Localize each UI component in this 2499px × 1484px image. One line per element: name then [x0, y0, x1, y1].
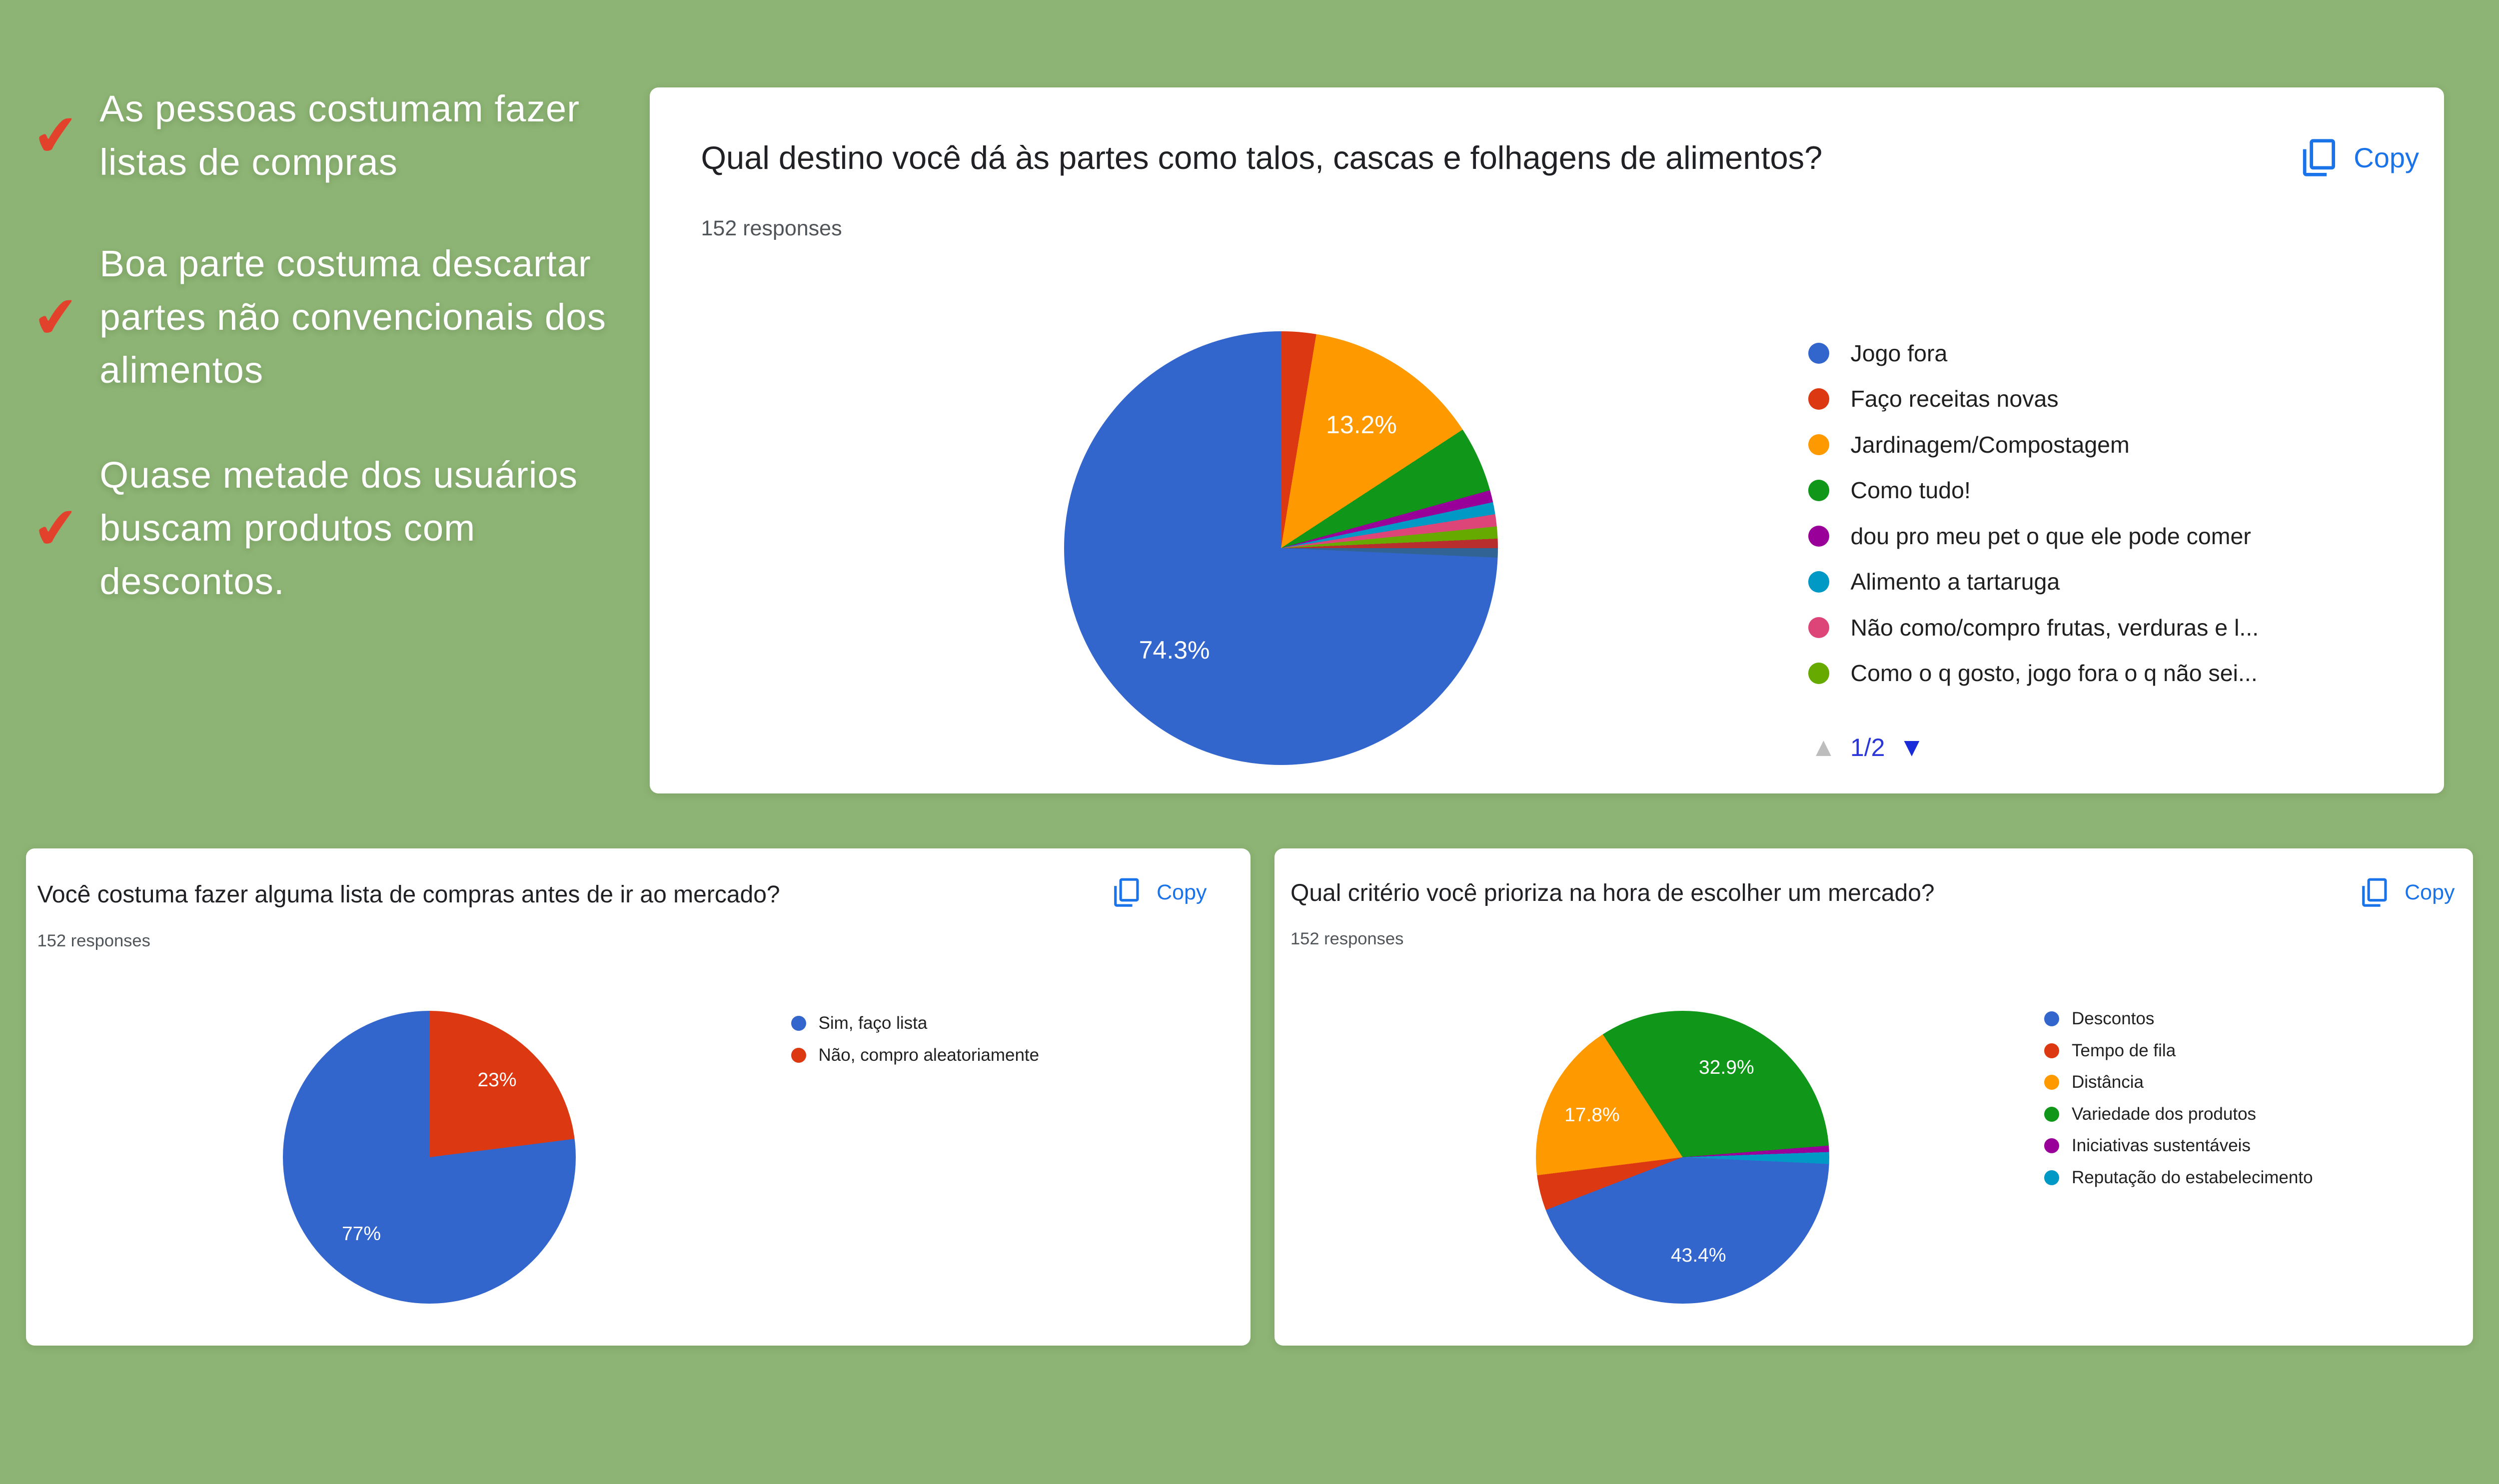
legend-dot — [1808, 342, 1829, 364]
legend-item: Não como/compro frutas, verduras e l... — [1808, 605, 2259, 651]
copy-label: Copy — [1157, 880, 1207, 904]
slice-value-label: 13.2% — [1326, 410, 1397, 439]
legend-item: Como o q gosto, jogo fora o q não sei... — [1808, 651, 2259, 697]
card-question-criterio: Qual critério você prioriza na hora de e… — [1274, 848, 2473, 1346]
legend-label: Alimento a tartaruga — [1850, 569, 2060, 595]
legend: Descontos Tempo de fila Distância Varied… — [2044, 1003, 2313, 1194]
card-question-destino: Qual destino você dá às partes como talo… — [650, 87, 2444, 793]
legend-dot — [2044, 1106, 2059, 1122]
legend-item: dou pro meu pet o que ele pode comer — [1808, 513, 2259, 559]
legend-item: Jogo fora — [1808, 330, 2259, 376]
legend-item: Descontos — [2044, 1003, 2313, 1035]
legend-page-indicator: 1/2 — [1850, 733, 1885, 761]
legend-dot — [791, 1047, 806, 1063]
slice-value-label: 43.4% — [1670, 1244, 1726, 1266]
legend-item: Alimento a tartaruga — [1808, 559, 2259, 605]
legend-dot — [2044, 1075, 2059, 1090]
legend-label: Jogo fora — [1850, 340, 1948, 366]
slice-value-label: 77% — [341, 1223, 381, 1245]
legend-label: Como tudo! — [1850, 477, 1971, 504]
legend-dot — [1808, 525, 1829, 547]
checkmark-icon: ✔ — [29, 102, 82, 169]
copy-button[interactable]: Copy — [2360, 877, 2455, 908]
legend-dot — [1808, 434, 1829, 455]
legend-label: Não como/compro frutas, verduras e l... — [1850, 614, 2259, 641]
copy-label: Copy — [2354, 142, 2419, 174]
legend: Sim, faço lista Não, compro aleatoriamen… — [791, 1008, 1040, 1071]
legend-item: Faço receitas novas — [1808, 376, 2259, 422]
legend-label: Reputação do estabelecimento — [2072, 1167, 2313, 1187]
slide-background: ✔ As pessoas costumam fazer listas de co… — [26, 82, 2473, 1346]
legend-item: Variedade dos produtos — [2044, 1098, 2313, 1130]
legend-label: Descontos — [2072, 1009, 2155, 1029]
legend-label: Não, compro aleatoriamente — [818, 1045, 1040, 1065]
copy-icon — [1114, 878, 1139, 907]
responses-count: 152 responses — [701, 216, 842, 240]
pie-chart-criterio: 32.9% 43.4% 17.8% — [1536, 1010, 1829, 1304]
annotation-text: Quase metade dos usuários buscam produto… — [99, 454, 578, 602]
responses-count: 152 responses — [1290, 929, 1404, 948]
legend-label: Tempo de fila — [2072, 1040, 2176, 1060]
legend-item: Não, compro aleatoriamente — [791, 1039, 1040, 1071]
legend-dot — [1808, 571, 1829, 593]
legend-dot — [791, 1016, 806, 1031]
legend-dot — [2044, 1011, 2059, 1027]
legend-item: Jardinagem/Compostagem — [1808, 422, 2259, 468]
checkmark-icon: ✔ — [29, 495, 82, 562]
pie-chart-destino: 13.2% 74.3% — [1064, 331, 1498, 765]
copy-label: Copy — [2405, 880, 2455, 904]
legend-label: dou pro meu pet o que ele pode comer — [1850, 523, 2251, 549]
legend-label: Distância — [2072, 1072, 2144, 1092]
legend-item: Tempo de fila — [2044, 1035, 2313, 1067]
legend: Jogo fora Faço receitas novas Jardinagem… — [1808, 330, 2259, 696]
annotation-text: Boa parte costuma descartar partes não c… — [99, 243, 606, 391]
legend-dot — [2044, 1170, 2059, 1185]
legend-item: Distância — [2044, 1067, 2313, 1099]
copy-icon — [2362, 878, 2387, 907]
legend-item: Como tudo! — [1808, 468, 2259, 514]
legend-item: Reputação do estabelecimento — [2044, 1162, 2313, 1194]
legend-dot — [1808, 388, 1829, 410]
legend-label: Iniciativas sustentáveis — [2072, 1136, 2251, 1156]
annotation-item-discounts: ✔ Quase metade dos usuários buscam produ… — [29, 449, 620, 609]
legend-page-up-icon[interactable]: ▲ — [1810, 733, 1837, 762]
slice-value-label: 23% — [477, 1069, 517, 1091]
copy-button[interactable]: Copy — [1112, 877, 1207, 908]
card-question-lista: Você costuma fazer alguma lista de compr… — [26, 848, 1250, 1346]
legend-label: Faço receitas novas — [1850, 386, 2059, 412]
legend-item: Iniciativas sustentáveis — [2044, 1130, 2313, 1162]
question-title: Você costuma fazer alguma lista de compr… — [37, 881, 780, 908]
legend-page-down-icon[interactable]: ▼ — [1898, 733, 1925, 762]
question-title: Qual critério você prioriza na hora de e… — [1290, 880, 1935, 906]
copy-button[interactable]: Copy — [2300, 137, 2419, 178]
legend-dot — [2044, 1043, 2059, 1058]
annotation-item-shopping-lists: ✔ As pessoas costumam fazer listas de co… — [29, 82, 620, 189]
legend-pager: ▲ 1/2 ▼ — [1811, 732, 1925, 762]
annotation-text: As pessoas costumam fazer listas de comp… — [99, 88, 580, 183]
slice-value-label: 74.3% — [1139, 636, 1210, 664]
responses-count: 152 responses — [37, 931, 150, 950]
legend-label: Sim, faço lista — [818, 1013, 928, 1033]
question-title: Qual destino você dá às partes como talo… — [701, 139, 1823, 176]
copy-icon — [2303, 139, 2335, 176]
checkmark-icon: ✔ — [29, 283, 82, 351]
legend-item: Sim, faço lista — [791, 1008, 1040, 1040]
legend-label: Jardinagem/Compostagem — [1850, 431, 2130, 458]
pie-chart-lista: 23% 77% — [282, 1010, 576, 1304]
legend-dot — [1808, 480, 1829, 501]
legend-dot — [2044, 1138, 2059, 1154]
annotation-item-discard-parts: ✔ Boa parte costuma descartar partes não… — [29, 237, 620, 397]
slice-value-label: 32.9% — [1699, 1056, 1754, 1078]
legend-dot — [1808, 617, 1829, 638]
legend-label: Como o q gosto, jogo fora o q não sei... — [1850, 660, 2258, 687]
slice-value-label: 17.8% — [1564, 1104, 1620, 1126]
legend-label: Variedade dos produtos — [2072, 1104, 2257, 1124]
legend-dot — [1808, 663, 1829, 684]
